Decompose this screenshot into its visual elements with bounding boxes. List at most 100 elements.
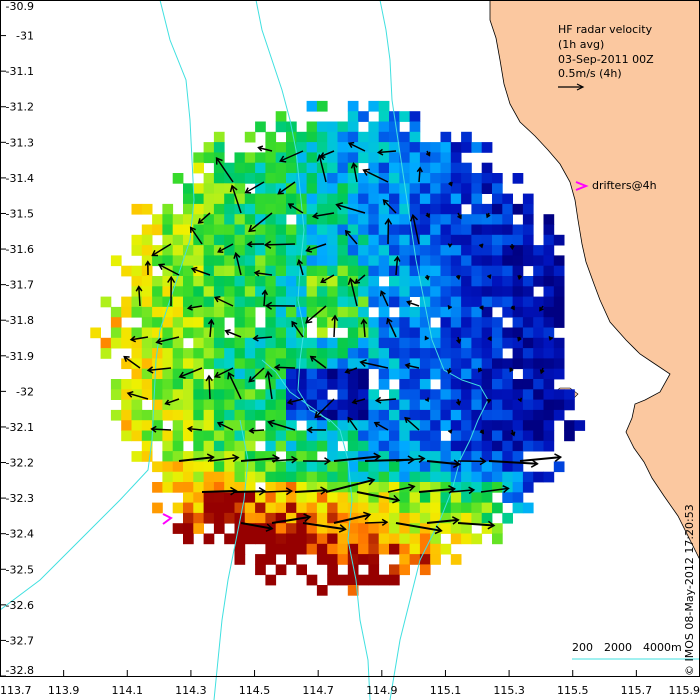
velocity-cell	[286, 337, 297, 349]
velocity-cell	[286, 543, 297, 555]
velocity-cell	[533, 420, 544, 431]
velocity-cell	[172, 265, 184, 277]
velocity-cell	[296, 379, 307, 390]
velocity-cell	[347, 183, 359, 194]
velocity-cell	[440, 131, 452, 143]
velocity-cell	[347, 327, 359, 339]
velocity-cell	[152, 224, 163, 236]
velocity-cell	[502, 214, 513, 225]
velocity-cell	[512, 389, 524, 400]
velocity-cell	[265, 317, 277, 328]
velocity-cell	[419, 502, 431, 514]
velocity-cell	[203, 327, 215, 339]
velocity-cell	[399, 451, 410, 462]
velocity-cell	[193, 245, 204, 256]
velocity-cell	[512, 286, 524, 297]
velocity-cell	[316, 255, 328, 267]
velocity-cell	[522, 430, 534, 442]
velocity-arrow	[347, 416, 358, 431]
velocity-cell	[327, 255, 338, 267]
velocity-cell	[327, 203, 338, 215]
velocity-cell	[183, 358, 194, 370]
velocity-cell	[564, 389, 575, 400]
velocity-cell	[224, 183, 235, 194]
velocity-cell	[471, 203, 483, 215]
velocity-cell	[327, 420, 338, 431]
land-mass	[489, 0, 700, 561]
velocity-cell	[409, 502, 421, 514]
velocity-cell	[193, 461, 204, 473]
velocity-cell	[471, 296, 483, 308]
velocity-cell	[152, 286, 163, 297]
velocity-cell	[296, 348, 307, 359]
velocity-cell	[430, 214, 441, 225]
velocity-arrow	[333, 452, 382, 462]
velocity-cell	[296, 502, 307, 514]
velocity-cell	[265, 409, 277, 421]
velocity-arrow	[167, 275, 176, 307]
velocity-cell	[337, 142, 349, 153]
velocity-cell	[409, 306, 421, 318]
velocity-cell	[368, 255, 380, 267]
velocity-cell	[389, 368, 400, 380]
velocity-cell	[244, 379, 256, 390]
velocity-cell	[234, 554, 246, 565]
velocity-cell	[461, 317, 472, 328]
velocity-cell	[450, 471, 462, 483]
velocity-cell	[368, 224, 380, 236]
velocity-cell	[234, 306, 246, 318]
velocity-cell	[471, 327, 483, 339]
velocity-cell	[481, 265, 493, 277]
velocity-cell	[471, 358, 483, 370]
velocity-cell	[471, 255, 483, 267]
velocity-cell	[399, 471, 410, 483]
velocity-cell	[471, 317, 483, 328]
velocity-cell	[255, 224, 266, 236]
velocity-cell	[481, 440, 493, 452]
velocity-cell	[368, 420, 380, 431]
velocity-cell	[409, 379, 421, 390]
velocity-cell	[296, 152, 307, 164]
velocity-cell	[193, 162, 204, 174]
y-tick-label: -32.2	[6, 457, 34, 470]
velocity-cell	[275, 512, 287, 524]
velocity-cell	[471, 276, 483, 287]
velocity-cell	[450, 234, 462, 246]
velocity-cell	[543, 409, 555, 421]
velocity-cell	[389, 348, 400, 359]
velocity-cell	[419, 214, 431, 225]
velocity-arrow	[424, 335, 429, 341]
velocity-arrow	[447, 305, 453, 310]
velocity-cell	[183, 420, 194, 431]
velocity-arrow	[129, 335, 149, 343]
velocity-cell	[461, 193, 472, 205]
velocity-cell	[152, 482, 163, 493]
x-tick-label: 113.9	[48, 684, 80, 697]
velocity-cell	[533, 348, 544, 359]
velocity-cell	[193, 214, 204, 225]
velocity-cell	[368, 440, 380, 452]
velocity-cell	[286, 286, 297, 297]
velocity-cell	[368, 389, 380, 400]
velocity-cell	[440, 245, 452, 256]
velocity-cell	[265, 142, 277, 153]
velocity-cell	[306, 306, 318, 318]
velocity-cell	[296, 317, 307, 328]
velocity-cell	[224, 430, 235, 442]
velocity-cell	[234, 389, 246, 400]
velocity-cell	[121, 399, 132, 411]
velocity-cell	[306, 152, 318, 164]
velocity-arrow	[478, 367, 483, 373]
velocity-cell	[368, 430, 380, 442]
velocity-cell	[234, 296, 246, 308]
contour-200m-north	[255, 0, 371, 700]
velocity-cell	[399, 502, 410, 514]
velocity-cell	[193, 482, 204, 493]
velocity-cell	[419, 348, 431, 359]
velocity-cell	[533, 306, 544, 318]
velocity-cell	[172, 409, 184, 421]
velocity-cell	[522, 368, 534, 380]
velocity-arrow	[135, 285, 143, 307]
velocity-cell	[347, 100, 359, 112]
velocity-cell	[306, 234, 318, 246]
